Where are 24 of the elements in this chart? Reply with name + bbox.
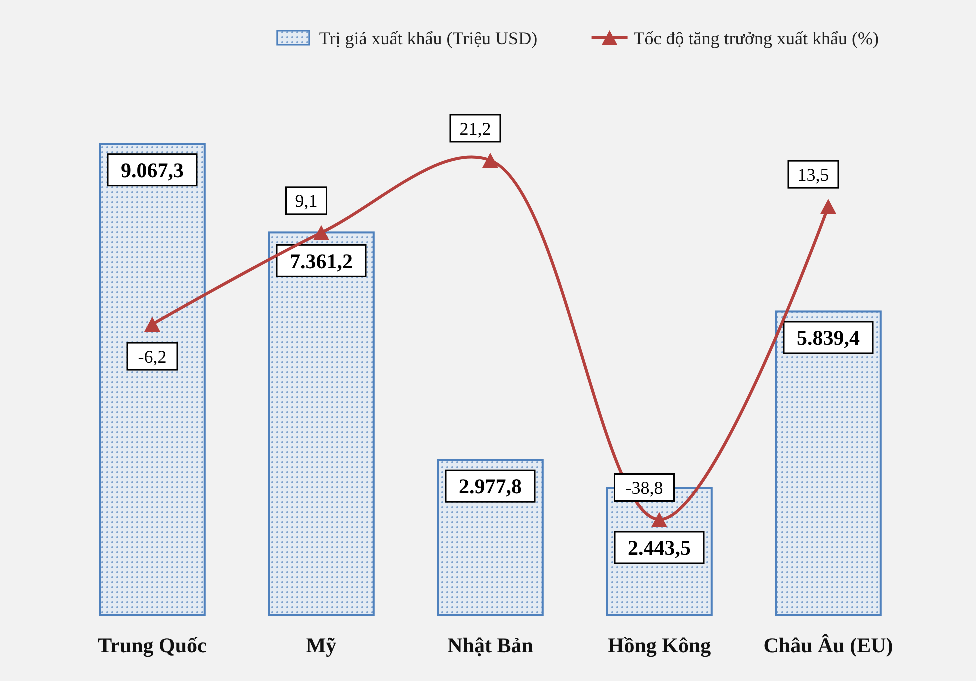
legend-label: Tốc độ tăng trưởng xuất khẩu (%) (634, 28, 880, 48)
bar (99, 143, 206, 616)
point (482, 152, 498, 168)
point (652, 512, 668, 528)
data-label: -38,8 (626, 478, 664, 498)
data-label: 9.067,3 (121, 158, 184, 182)
legend-label: Trị giá xuất khẩu (Triệu USD) (319, 28, 538, 48)
data-label: 13,5 (798, 164, 830, 185)
x-tick-label: Mỹ (306, 633, 338, 658)
data-label: 21,2 (460, 118, 492, 139)
x-tick-label: Nhật Bản (448, 633, 534, 658)
data-label: 9,1 (295, 191, 318, 212)
point (144, 317, 160, 332)
data-label: 7.361,2 (290, 249, 353, 274)
data-label: 5.839,4 (797, 326, 860, 350)
data-label: -6,2 (138, 346, 167, 367)
bar (268, 232, 375, 616)
x-tick-label: Hồng Kông (608, 633, 712, 658)
point (820, 199, 836, 214)
x-tick-label: Trung Quốc (98, 633, 207, 658)
data-label: 2.977,8 (459, 474, 522, 499)
data-label: 2.443,5 (628, 536, 691, 560)
point (314, 225, 330, 240)
x-tick-label: Châu Âu (EU) (764, 633, 894, 658)
